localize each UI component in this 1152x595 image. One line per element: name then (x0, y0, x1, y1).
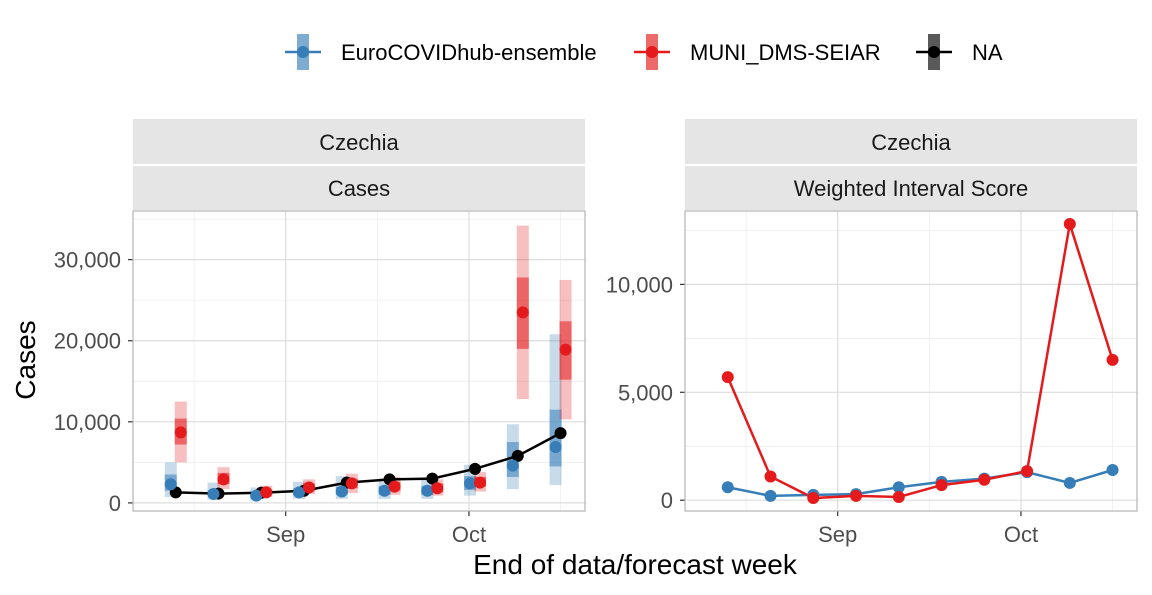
data-point (421, 484, 434, 497)
legend-label: NA (972, 40, 1003, 65)
strip-top-label: Czechia (871, 130, 951, 155)
data-point (764, 470, 777, 483)
series-line (727, 468, 1113, 498)
data-point (807, 492, 820, 505)
strip-top (133, 119, 585, 164)
strip-bottom-label: Weighted Interval Score (794, 176, 1028, 201)
y-axis-title: Cases (10, 320, 41, 399)
data-point (174, 426, 187, 439)
data-point (516, 306, 529, 319)
data-point (345, 477, 358, 490)
data-point (1021, 465, 1034, 478)
data-point (935, 479, 948, 492)
x-tick-label: Oct (452, 522, 486, 547)
data-point (426, 472, 439, 485)
y-tick-label: 20,000 (54, 329, 121, 354)
strip-bottom (133, 166, 585, 210)
strip-top (685, 119, 1137, 164)
y-tick-label: 30,000 (54, 248, 121, 273)
legend-label: MUNI_DMS-SEIAR (690, 40, 881, 65)
data-point (293, 486, 306, 499)
data-point (506, 459, 519, 472)
data-point (378, 484, 391, 497)
data-point (721, 371, 734, 384)
data-point (217, 473, 230, 486)
x-tick-label: Sep (266, 522, 305, 547)
data-point (1063, 476, 1076, 489)
panel-1: Czechia Cases 0 10,000 20,000 30,000 Sep Oct (54, 119, 586, 547)
data-point (764, 489, 777, 502)
data-point (303, 481, 316, 494)
data-point (207, 487, 220, 500)
y-tick-label: 0 (661, 488, 673, 513)
data-point (721, 481, 734, 494)
x-axis-title: End of data/forecast week (473, 549, 798, 580)
data-point (388, 480, 401, 493)
data-point (1106, 353, 1119, 366)
data-point (892, 481, 905, 494)
panel-border (132, 210, 586, 512)
data-point (511, 449, 524, 462)
panel-border (684, 210, 1138, 512)
x-tick-label: Oct (1004, 522, 1038, 547)
panel-2: Czechia Weighted Interval Score 0 5,000 10,0… (606, 119, 1138, 547)
data-point (431, 482, 444, 495)
interval-inner-band (549, 409, 562, 467)
data-point (1063, 217, 1076, 230)
y-tick-label: 10,000 (54, 410, 121, 435)
data-point (164, 478, 177, 491)
data-point (260, 486, 273, 499)
legend-label: EuroCOVIDhub-ensemble (341, 40, 597, 65)
series-line (175, 432, 562, 495)
data-point (250, 489, 263, 502)
data-point (469, 462, 482, 475)
strip-bottom-label: Cases (328, 176, 390, 201)
data-point (892, 490, 905, 503)
data-point (335, 485, 348, 498)
legend-key-point (928, 46, 940, 58)
interval-inner-band (506, 442, 519, 477)
data-point (559, 343, 572, 356)
y-tick-label: 10,000 (606, 272, 673, 297)
data-point (554, 427, 567, 440)
data-point (474, 476, 487, 489)
data-point (850, 489, 863, 502)
strip-bottom (685, 166, 1137, 210)
y-tick-label: 0 (109, 491, 121, 516)
y-tick-label: 5,000 (618, 380, 673, 405)
legend-key-point (646, 46, 658, 58)
legend: EuroCOVIDhub-ensemble MUNI_DMS-SEIAR NA (285, 34, 1003, 70)
legend-key-point (297, 46, 309, 58)
data-point (549, 440, 562, 453)
series-line (726, 223, 1114, 500)
x-tick-label: Sep (818, 522, 857, 547)
strip-top-label: Czechia (319, 130, 399, 155)
panel-background (685, 211, 1137, 511)
data-point (464, 477, 477, 490)
data-point (1106, 463, 1119, 476)
data-point (978, 473, 991, 486)
